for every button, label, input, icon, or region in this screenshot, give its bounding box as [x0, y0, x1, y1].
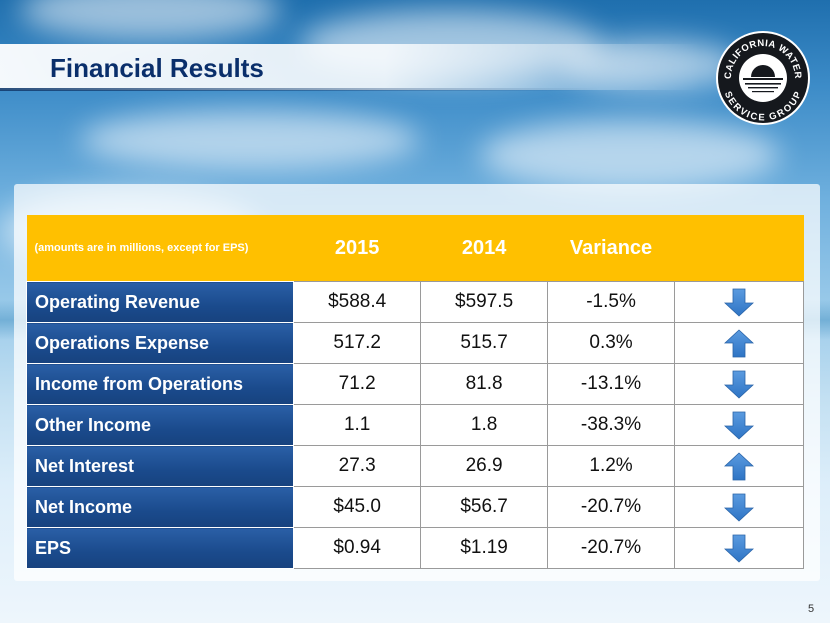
- slide-title: Financial Results: [50, 53, 264, 83]
- table-row: Net Interest 27.3 26.9 1.2%: [25, 445, 804, 487]
- trend-cell: [674, 527, 804, 569]
- trend-cell: [674, 363, 804, 405]
- table-row: Operations Expense 517.2 515.7 0.3%: [25, 322, 804, 364]
- row-label: Operations Expense: [25, 322, 295, 364]
- arrow-down-icon: [724, 411, 754, 440]
- row-label: EPS: [25, 527, 295, 569]
- row-label: Net Interest: [25, 445, 295, 487]
- table-row: Net Income $45.0 $56.7 -20.7%: [25, 486, 804, 528]
- value-variance: 1.2%: [547, 445, 675, 487]
- col-header-trend: [674, 215, 804, 282]
- value-2015: $45.0: [293, 486, 422, 528]
- col-header-2014: 2014: [420, 215, 548, 282]
- company-logo: CALIFORNIA WATER SERVICE GROUP: [716, 31, 810, 125]
- value-2015: $0.94: [293, 527, 422, 569]
- value-2014: 515.7: [420, 322, 549, 364]
- value-2014: 1.8: [420, 404, 549, 446]
- row-label: Net Income: [25, 486, 295, 528]
- table-row: Income from Operations 71.2 81.8 -13.1%: [25, 363, 804, 405]
- trend-cell: [674, 281, 804, 323]
- table-row: Other Income 1.1 1.8 -38.3%: [25, 404, 804, 446]
- value-2014: 81.8: [420, 363, 549, 405]
- value-2014: 26.9: [420, 445, 549, 487]
- value-variance: 0.3%: [547, 322, 675, 364]
- value-2015: 27.3: [293, 445, 422, 487]
- value-variance: -20.7%: [547, 486, 675, 528]
- value-2014: $1.19: [420, 527, 549, 569]
- table-row: EPS $0.94 $1.19 -20.7%: [25, 527, 804, 569]
- value-2015: 71.2: [293, 363, 422, 405]
- value-2015: $588.4: [293, 281, 422, 323]
- cloud: [80, 110, 420, 170]
- cloud: [480, 120, 780, 190]
- value-variance: -38.3%: [547, 404, 675, 446]
- table-note: (amounts are in millions, except for EPS…: [26, 215, 294, 282]
- value-variance: -13.1%: [547, 363, 675, 405]
- value-variance: -20.7%: [547, 527, 675, 569]
- value-2014: $56.7: [420, 486, 549, 528]
- title-band: [0, 44, 700, 90]
- arrow-up-icon: [724, 328, 754, 357]
- arrow-down-icon: [724, 288, 754, 317]
- col-header-2015: 2015: [293, 215, 421, 282]
- value-2015: 1.1: [293, 404, 422, 446]
- value-2014: $597.5: [420, 281, 549, 323]
- arrow-up-icon: [724, 451, 754, 480]
- value-variance: -1.5%: [547, 281, 675, 323]
- page-number: 5: [808, 603, 815, 615]
- financial-table: (amounts are in millions, except for EPS…: [25, 215, 804, 569]
- trend-cell: [674, 486, 804, 528]
- value-2015: 517.2: [293, 322, 422, 364]
- arrow-down-icon: [724, 370, 754, 399]
- trend-cell: [674, 404, 804, 446]
- arrow-down-icon: [724, 493, 754, 522]
- trend-cell: [674, 322, 804, 364]
- arrow-down-icon: [724, 534, 754, 563]
- row-label: Income from Operations: [25, 363, 295, 405]
- title-underline: [0, 88, 600, 91]
- header-row: (amounts are in millions, except for EPS…: [26, 215, 804, 282]
- col-header-variance: Variance: [547, 215, 675, 282]
- row-label: Other Income: [25, 404, 295, 446]
- trend-cell: [674, 445, 804, 487]
- table-row: Operating Revenue $588.4 $597.5 -1.5%: [25, 281, 804, 323]
- row-label: Operating Revenue: [25, 281, 295, 323]
